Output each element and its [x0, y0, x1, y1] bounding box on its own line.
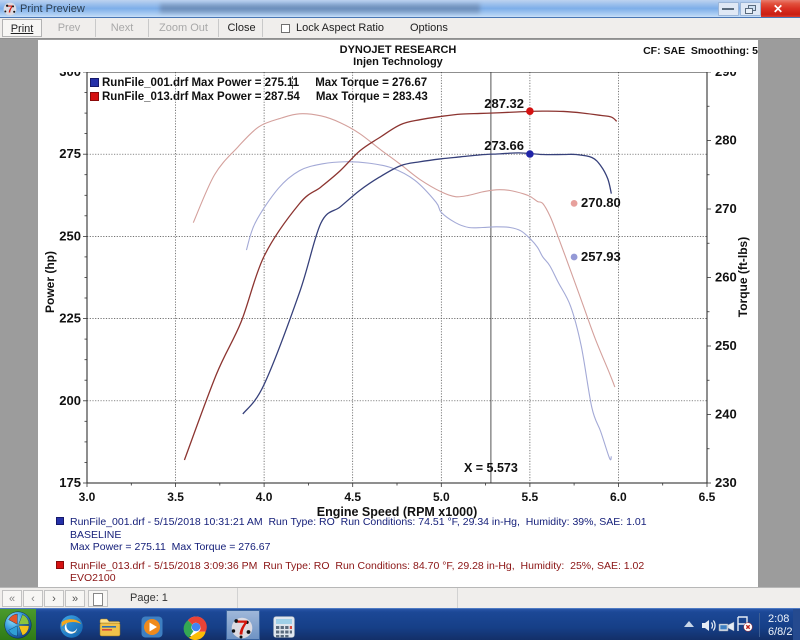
svg-text:300: 300: [59, 72, 81, 79]
svg-text:240: 240: [715, 407, 737, 422]
svg-text:230: 230: [715, 475, 737, 490]
svg-text:270.80: 270.80: [581, 195, 621, 210]
svg-text:280: 280: [715, 133, 737, 148]
svg-text:6.5: 6.5: [699, 490, 716, 504]
svg-text:257.93: 257.93: [581, 249, 621, 264]
svg-text:270: 270: [715, 201, 737, 216]
svg-text:260: 260: [715, 270, 737, 285]
svg-text:4.5: 4.5: [344, 490, 361, 504]
svg-text:250: 250: [59, 228, 81, 243]
svg-text:3.5: 3.5: [167, 490, 184, 504]
svg-text:X = 5.573: X = 5.573: [464, 461, 518, 475]
svg-text:6.0: 6.0: [610, 490, 627, 504]
svg-text:Power (hp): Power (hp): [43, 251, 57, 313]
svg-text:3.0: 3.0: [79, 490, 96, 504]
svg-text:175: 175: [59, 475, 81, 490]
svg-text:273.66: 273.66: [484, 138, 524, 153]
svg-text:275: 275: [59, 146, 81, 161]
svg-text:5.5: 5.5: [522, 490, 539, 504]
svg-text:Torque (ft-lbs): Torque (ft-lbs): [736, 237, 750, 317]
svg-text:287.32: 287.32: [484, 96, 524, 111]
svg-text:290: 290: [715, 72, 737, 79]
svg-text:4.0: 4.0: [256, 490, 273, 504]
svg-text:7: 7: [237, 618, 248, 640]
svg-text:225: 225: [59, 311, 81, 326]
svg-text:200: 200: [59, 393, 81, 408]
svg-text:5.0: 5.0: [433, 490, 450, 504]
svg-text:250: 250: [715, 338, 737, 353]
